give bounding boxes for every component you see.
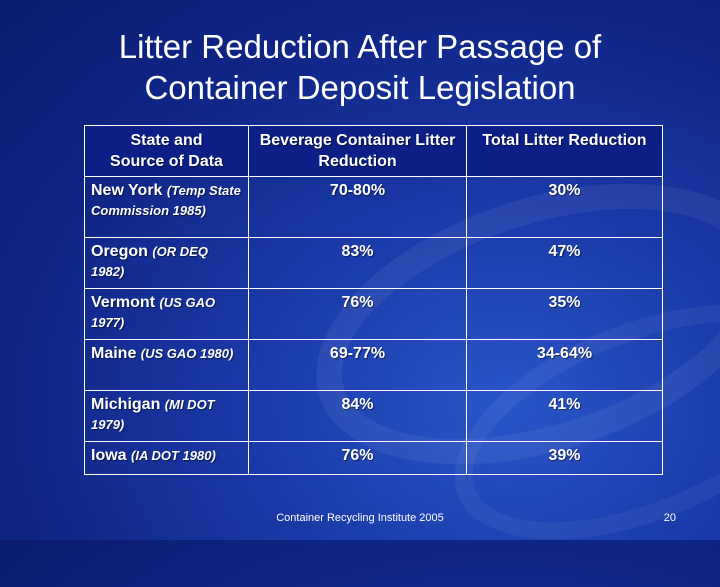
- data-source: (Temp State Commission 1985): [91, 183, 241, 218]
- state-name: Maine: [91, 345, 137, 362]
- state-name: New York: [91, 182, 163, 199]
- table-row: Oregon (OR DEQ 1982) 83% 47%: [84, 237, 663, 289]
- data-source: (OR DEQ 1982): [91, 244, 208, 279]
- total-reduction-value: 30%: [466, 176, 663, 238]
- state-name: Oregon: [91, 243, 148, 260]
- table-header-row: State and Source of Data Beverage Contai…: [84, 125, 663, 177]
- beverage-reduction-value: 76%: [248, 288, 467, 340]
- state-name: Vermont: [91, 294, 156, 311]
- data-source: (IA DOT 1980): [131, 448, 216, 463]
- state-cell: New York (Temp State Commission 1985): [84, 176, 249, 238]
- data-source: (MI DOT 1979): [91, 397, 215, 432]
- state-name: Iowa: [91, 447, 127, 464]
- state-cell: Michigan (MI DOT 1979): [84, 390, 249, 442]
- state-cell: Oregon (OR DEQ 1982): [84, 237, 249, 289]
- table-row: Iowa (IA DOT 1980) 76% 39%: [84, 441, 663, 475]
- data-source: (US GAO 1980): [140, 346, 234, 361]
- footer-text: Container Recycling Institute 2005: [276, 512, 444, 524]
- litter-reduction-table: State and Source of Data Beverage Contai…: [84, 125, 663, 475]
- total-reduction-value: 34-64%: [466, 339, 663, 391]
- state-cell: Vermont (US GAO 1977): [84, 288, 249, 340]
- data-source: (US GAO 1977): [91, 295, 216, 330]
- table-row: Maine (US GAO 1980) 69-77% 34-64%: [84, 339, 663, 391]
- state-cell: Maine (US GAO 1980): [84, 339, 249, 391]
- beverage-reduction-value: 83%: [248, 237, 467, 289]
- header-state-source: State and Source of Data: [84, 125, 249, 177]
- beverage-reduction-value: 76%: [248, 441, 467, 475]
- page-number: 20: [663, 512, 676, 524]
- slide-title-line2: Container Deposit Legislation: [144, 69, 576, 106]
- state-name: Michigan: [91, 396, 161, 413]
- header-state-line1: State and: [130, 132, 203, 149]
- beverage-reduction-value: 70-80%: [248, 176, 467, 238]
- slide-title: Litter Reduction After Passage of Contai…: [0, 26, 720, 108]
- header-beverage-container: Beverage Container Litter Reduction: [248, 125, 467, 177]
- beverage-reduction-value: 84%: [248, 390, 467, 442]
- table-row: Michigan (MI DOT 1979) 84% 41%: [84, 390, 663, 442]
- beverage-reduction-value: 69-77%: [248, 339, 467, 391]
- table-row: Vermont (US GAO 1977) 76% 35%: [84, 288, 663, 340]
- header-state-line2: Source of Data: [110, 153, 223, 170]
- total-reduction-value: 41%: [466, 390, 663, 442]
- total-reduction-value: 35%: [466, 288, 663, 340]
- header-total-litter: Total Litter Reduction: [466, 125, 663, 177]
- table-row: New York (Temp State Commission 1985) 70…: [84, 176, 663, 238]
- total-reduction-value: 47%: [466, 237, 663, 289]
- state-cell: Iowa (IA DOT 1980): [84, 441, 249, 475]
- slide-title-line1: Litter Reduction After Passage of: [118, 28, 602, 65]
- total-reduction-value: 39%: [466, 441, 663, 475]
